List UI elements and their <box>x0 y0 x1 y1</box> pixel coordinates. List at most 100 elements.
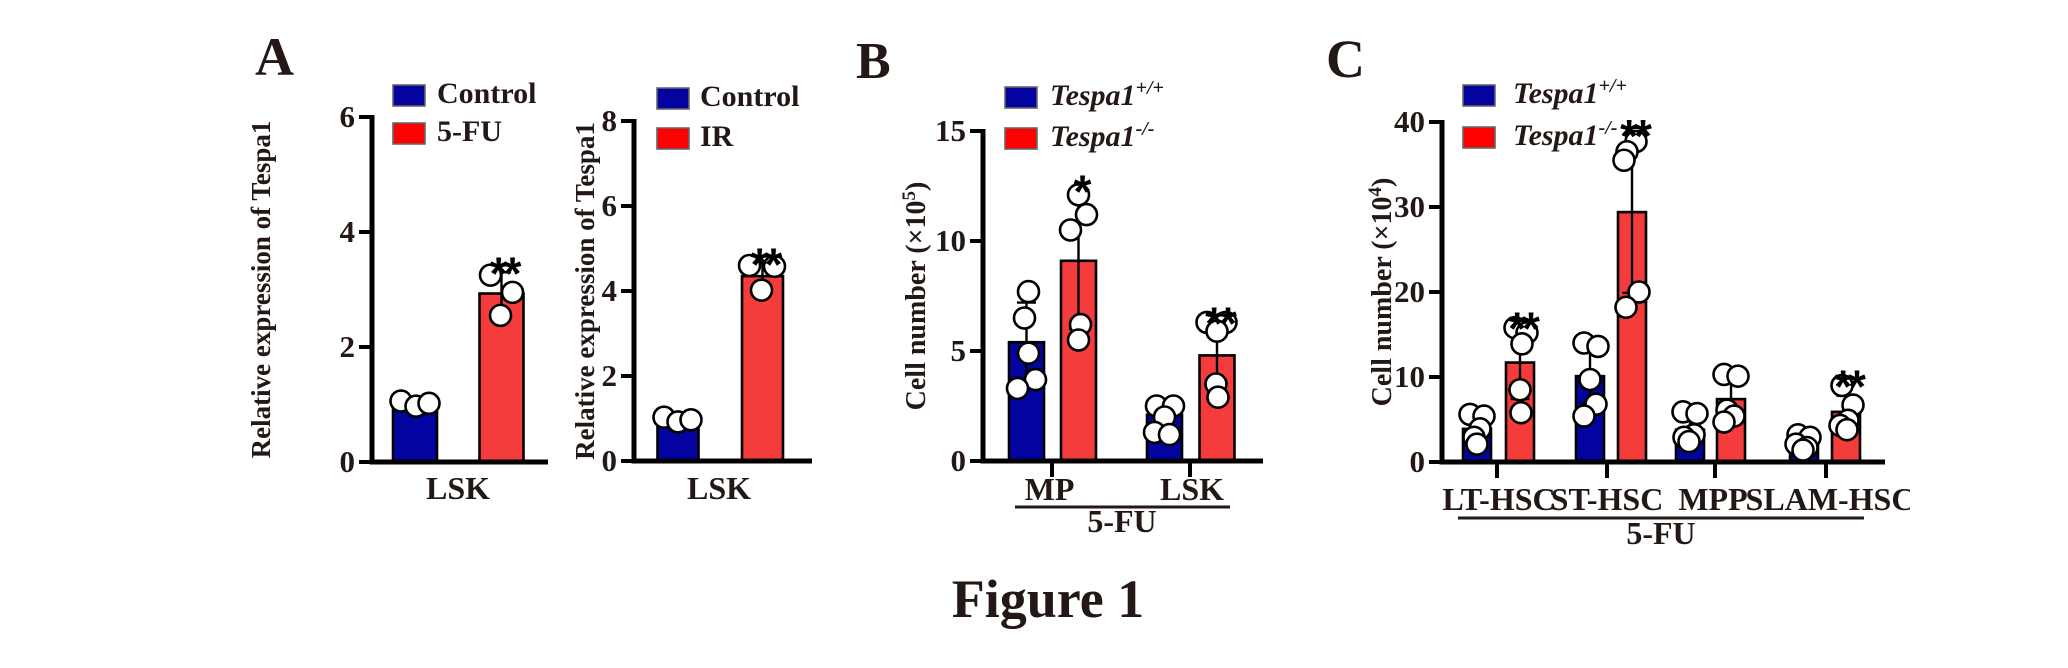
significance-stars: ** <box>1620 110 1652 162</box>
legend-label: Control <box>700 80 799 113</box>
data-point <box>1572 404 1596 428</box>
legend-label: Tespa1+/+ <box>1513 75 1627 110</box>
data-point <box>1791 438 1815 462</box>
treatment-label: 5-FU <box>1626 515 1695 551</box>
significance-stars: ** <box>1508 303 1540 355</box>
data-point <box>1074 202 1099 227</box>
y-tick-label: 10 <box>935 223 966 258</box>
category-label: LSK <box>426 470 490 506</box>
y-tick-label: 0 <box>602 443 618 478</box>
legend-label: Tespa1-/- <box>1050 118 1154 153</box>
category-label: LSK <box>687 470 751 506</box>
data-point <box>1712 410 1736 434</box>
category-label: ST-HSC <box>1551 481 1664 517</box>
data-point <box>737 253 762 278</box>
legend-swatch <box>1004 127 1038 150</box>
data-point <box>488 303 513 328</box>
y-tick-label: 10 <box>1394 359 1425 394</box>
data-point <box>1066 183 1091 207</box>
panel-b-label: B <box>856 33 891 90</box>
data-point <box>1835 417 1859 442</box>
y-tick-label: 0 <box>951 443 967 478</box>
legend-swatch <box>392 84 426 107</box>
legend-label: Control <box>437 77 536 110</box>
category-label: SLAM-HSC <box>1746 481 1910 517</box>
data-point <box>762 254 787 279</box>
legend-label: Tespa1-/- <box>1513 117 1617 152</box>
legend-swatch <box>656 127 690 150</box>
chart-c-cell-number: ** ** ** 0 10 20 30 40 LT-HSC ST-HSC MPP SLAM-HSC 5-… <box>1350 75 1914 570</box>
data-point <box>500 280 525 305</box>
data-point <box>1627 280 1651 304</box>
data-point <box>1612 148 1636 173</box>
significance-stars: ** <box>1834 361 1866 413</box>
data-point <box>1508 377 1532 402</box>
data-point <box>679 407 703 432</box>
data-point <box>1016 279 1041 304</box>
data-point <box>1157 422 1182 447</box>
legend-swatch <box>1462 84 1496 107</box>
category-label: MPP <box>1678 481 1747 517</box>
data-point <box>1586 334 1610 359</box>
data-point <box>1016 341 1041 366</box>
y-tick-label: 15 <box>935 113 966 148</box>
y-tick-label: 0 <box>1410 444 1426 479</box>
data-point <box>478 263 503 287</box>
y-axis-title: Cell number (×104) <box>1365 178 1398 407</box>
bar-LSK-red <box>740 274 785 463</box>
significance-stars: ** <box>751 238 783 290</box>
y-tick-label: 2 <box>602 358 618 393</box>
bar-ST-HSC-red <box>1616 210 1648 464</box>
significance-stars: ** <box>1205 297 1237 349</box>
y-tick-label: 2 <box>340 329 356 364</box>
y-tick-label: 30 <box>1394 189 1425 224</box>
data-point <box>1058 218 1083 242</box>
y-tick-label: 0 <box>340 444 356 479</box>
legend-label: 5-FU <box>437 115 502 148</box>
y-tick-label: 6 <box>340 99 356 134</box>
y-axis-title: Relative expression of Tespa1 <box>246 121 276 459</box>
data-point <box>1005 376 1030 401</box>
data-point <box>749 278 774 302</box>
y-tick-label: 5 <box>951 333 967 368</box>
y-axis-title: Cell number (×105) <box>899 182 932 411</box>
data-point <box>1685 401 1709 426</box>
chart-canvas: ** 0 2 4 6 LSK Control 5-FU Relative expression … <box>246 77 548 506</box>
data-point <box>1066 328 1091 352</box>
chart-b-cell-number: * ** 0 5 10 15 MP LSK 5-FU Tespa1+/+ Tespa1-/- Cell… <box>850 75 1290 570</box>
data-point <box>1578 367 1602 392</box>
panel-c-label: C <box>1326 29 1365 89</box>
y-tick-label: 20 <box>1394 274 1425 309</box>
y-tick-label: 4 <box>340 214 356 249</box>
legend-swatch <box>656 87 690 110</box>
data-point <box>1012 306 1037 330</box>
legend-label: IR <box>700 120 734 153</box>
data-point <box>1677 429 1701 454</box>
data-point <box>1205 319 1229 344</box>
panel-a-label: A <box>255 27 294 87</box>
y-axis-title: Relative expression of Tespa1 <box>570 122 600 460</box>
data-point <box>1206 385 1230 410</box>
treatment-label: 5-FU <box>1087 503 1156 539</box>
significance-stars: ** <box>490 247 522 299</box>
data-point <box>1510 332 1534 356</box>
category-label: LT-HSC <box>1442 481 1555 517</box>
category-label: MP <box>1025 471 1075 507</box>
data-point <box>1509 400 1533 425</box>
legend-swatch <box>1462 126 1496 149</box>
legend-label: Tespa1+/+ <box>1050 77 1164 112</box>
data-point <box>417 391 441 416</box>
y-tick-label: 40 <box>1394 104 1425 139</box>
y-tick-label: 4 <box>602 273 618 308</box>
chart-canvas: ** 0 2 4 6 8 LSK Control IR Relative expression o… <box>570 80 812 506</box>
data-point <box>1726 364 1750 388</box>
category-label: LSK <box>1160 471 1224 507</box>
data-point <box>1465 432 1489 456</box>
chart-a-ir: ** 0 2 4 6 8 LSK Control IR Relative expression o… <box>570 75 882 555</box>
legend-swatch <box>392 122 426 145</box>
figure-caption: Figure 1 <box>951 569 1145 629</box>
data-point <box>1830 373 1854 398</box>
y-tick-label: 8 <box>602 103 618 138</box>
